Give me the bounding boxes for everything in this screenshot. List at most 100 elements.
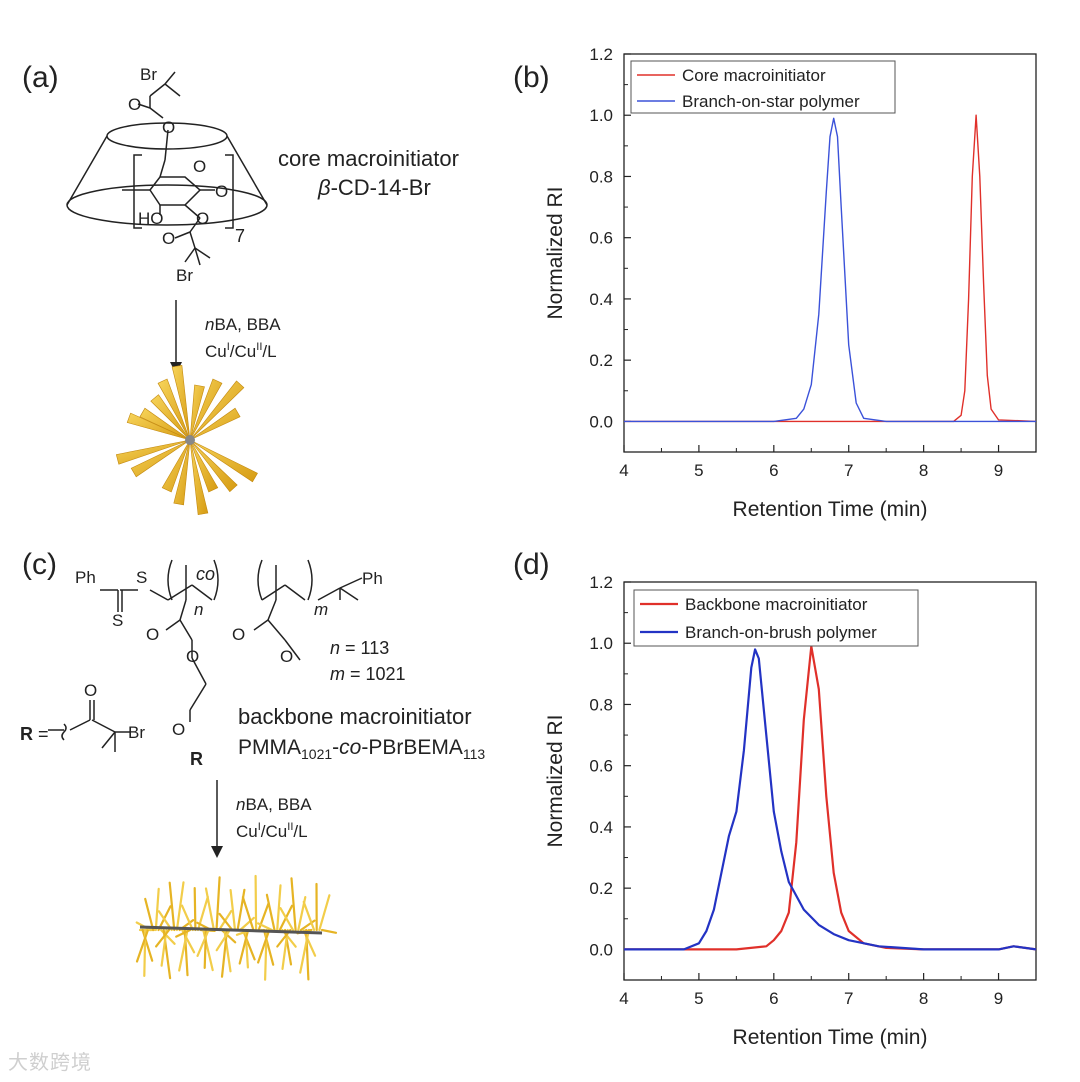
series-line-2 — [624, 648, 1037, 951]
x-tick-label: 8 — [919, 989, 928, 1008]
series-line-1 — [624, 645, 1037, 951]
y-tick-label: 0.0 — [589, 412, 613, 431]
legend-label-1: Core macroinitiator — [682, 66, 826, 85]
brush-bristle — [175, 928, 192, 938]
brush-bristle — [302, 900, 316, 932]
x-axis-label: Retention Time (min) — [733, 1026, 928, 1049]
y-tick-label: 0.2 — [589, 879, 613, 898]
y-axis-label: Normalized RI — [544, 186, 567, 319]
reagents-a: nBA, BBA — [205, 315, 281, 334]
atom-o-c3: O — [172, 720, 185, 739]
atom-o-c2: O — [186, 647, 199, 666]
atom-br-top: Br — [140, 65, 157, 84]
x-tick-label: 7 — [844, 461, 853, 480]
y-tick-label: 1.2 — [589, 45, 613, 64]
atom-br-r: Br — [128, 723, 145, 742]
y-tick-label: 0.0 — [589, 940, 613, 959]
chart-panel-b: 4 5 6 7 8 9 0.0 0.2 0.4 0.6 0.8 1.0 1.2 Retention Tim… — [544, 45, 1037, 521]
brush-bristle — [276, 884, 282, 932]
atom-o-carbonyl-bottom: O — [162, 229, 175, 248]
y-tick-label: 0.4 — [589, 818, 613, 837]
x-tick-label: 8 — [919, 461, 928, 480]
atom-o-ring: O — [193, 157, 206, 176]
backbone-formula: PMMA1021-co-PBrBEMA113 — [238, 736, 485, 762]
star-arm — [189, 439, 209, 516]
atom-o-carbonyl-top: O — [128, 95, 141, 114]
atom-ph-left: Ph — [75, 568, 96, 587]
star-arm — [189, 384, 205, 441]
brush-bristle — [180, 904, 194, 932]
y-tick-label: 0.6 — [589, 757, 613, 776]
brush-bristle — [155, 928, 171, 948]
atom-o-c1: O — [146, 625, 159, 644]
brush-bristle — [144, 897, 155, 932]
brush-backbone — [139, 925, 323, 935]
brush-bristle — [193, 886, 197, 932]
brush-bristle — [175, 881, 185, 932]
brush-bristle — [257, 922, 273, 932]
series-line-2 — [624, 117, 1036, 423]
atom-o-ester-bottom: O — [196, 209, 209, 228]
star-arm — [189, 439, 219, 493]
x-tick-label: 7 — [844, 989, 853, 1008]
repeat-subscript: 7 — [235, 226, 245, 246]
x-tick-label: 9 — [994, 989, 1003, 1008]
beta-symbol: β — [317, 175, 331, 200]
y-tick-label: 1.2 — [589, 573, 613, 592]
backbone-structure — [48, 559, 363, 752]
m-subscript: m — [314, 600, 328, 619]
arrow-head-c-icon — [211, 846, 223, 858]
brush-bristle — [229, 888, 237, 932]
core-macroinitiator-label: core macroinitiator — [278, 146, 459, 171]
panel-b-tag: (b) — [513, 61, 550, 94]
atom-o-m2: O — [280, 647, 293, 666]
star-arm — [189, 380, 245, 441]
series-line-1 — [624, 114, 1037, 423]
atom-ho: HO — [138, 209, 164, 228]
brush-bristle — [320, 928, 338, 934]
m-value: m = 1021 — [330, 664, 406, 684]
atom-o-r: O — [84, 681, 97, 700]
y-tick-label: 1.0 — [589, 106, 613, 125]
beta-cd-rest: -CD-14-Br — [331, 175, 431, 200]
brush-bristle — [178, 928, 189, 972]
brush-bristle — [238, 928, 250, 965]
y-tick-label: 0.8 — [589, 695, 613, 714]
co-label: co — [196, 564, 215, 584]
brush-bristle — [299, 928, 310, 974]
brush-bristle — [241, 896, 255, 932]
legend-box — [630, 60, 896, 114]
brush-bristle — [135, 928, 149, 963]
beta-cd-label: β-CD-14-Br — [317, 175, 431, 200]
chart-panel-d: 4 5 6 7 8 9 0.0 0.2 0.4 0.6 0.8 1.0 1.2 Retention Tim… — [544, 573, 1037, 1049]
atom-o-ester-top: O — [162, 118, 175, 137]
star-arm — [171, 364, 191, 441]
brush-bristle — [215, 876, 221, 932]
panel-c: (c) — [20, 548, 485, 981]
backbone-macroinitiator-label: backbone macroinitiator — [238, 704, 472, 729]
brush-bristle — [257, 928, 271, 964]
legend-label-2: Branch-on-brush polymer — [685, 623, 877, 642]
atom-s-bottom: S — [112, 611, 123, 630]
y-axis-label: Normalized RI — [544, 714, 567, 847]
brush-bristle — [254, 874, 258, 932]
watermark: 大数跨境 — [8, 1050, 92, 1074]
atom-s-top: S — [136, 568, 147, 587]
legend-label-2: Branch-on-star polymer — [682, 92, 860, 111]
x-tick-label: 4 — [619, 461, 628, 480]
brush-bristle — [236, 888, 246, 932]
y-tick-label: 0.4 — [589, 290, 613, 309]
star-arm — [173, 439, 191, 506]
r-group-label: R — [190, 749, 203, 769]
star-polymer-illustration — [115, 364, 258, 516]
brush-polymer-illustration — [135, 874, 338, 981]
x-tick-label: 5 — [694, 989, 703, 1008]
x-tick-label: 5 — [694, 461, 703, 480]
brush-bristle — [168, 881, 176, 932]
plot-frame — [623, 581, 1037, 981]
panel-a: (a) — [22, 61, 459, 516]
plot-frame — [623, 53, 1037, 453]
cyclodextrin-structure — [66, 71, 268, 266]
star-arm — [189, 407, 241, 441]
panel-a-tag: (a) — [22, 61, 59, 94]
